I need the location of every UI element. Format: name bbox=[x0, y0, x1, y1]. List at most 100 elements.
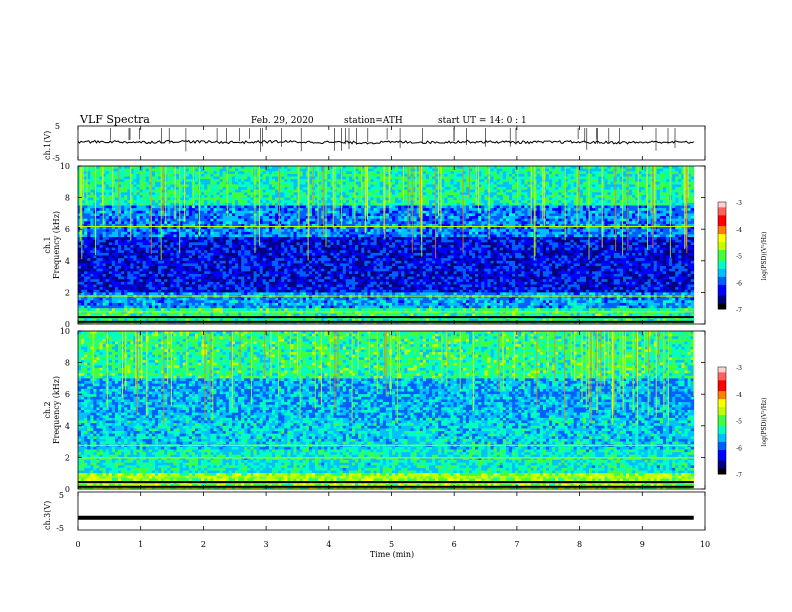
spectrogram-cell bbox=[260, 229, 263, 232]
spectrogram-cell bbox=[497, 166, 500, 169]
spectrogram-cell bbox=[155, 216, 158, 219]
spectrogram-cell bbox=[300, 200, 303, 203]
spectrogram-cell bbox=[84, 213, 87, 216]
spectrogram-cell bbox=[521, 171, 524, 174]
spectrogram-cell bbox=[247, 179, 250, 182]
spectrogram-cell bbox=[343, 198, 346, 201]
spectrogram-cell bbox=[380, 213, 383, 216]
spectrogram-cell bbox=[404, 198, 407, 201]
spectrogram-cell bbox=[454, 198, 457, 201]
spectrogram-cell bbox=[454, 187, 457, 190]
spectrogram-cell bbox=[395, 177, 398, 180]
spectrogram-cell bbox=[223, 206, 226, 209]
spectrogram-cell bbox=[247, 213, 250, 216]
spectrogram-cell bbox=[152, 219, 155, 222]
spectrogram-cell bbox=[281, 171, 284, 174]
spectrogram-cell bbox=[561, 219, 564, 222]
spectrogram-cell bbox=[133, 221, 136, 224]
spectrogram-cell bbox=[549, 195, 552, 198]
spectrogram-cell bbox=[503, 213, 506, 216]
spectrogram-cell bbox=[500, 171, 503, 174]
spectrogram-cell bbox=[527, 213, 530, 216]
spectrogram-cell bbox=[457, 213, 460, 216]
spectrogram-cell bbox=[232, 195, 235, 198]
spectrogram-cell bbox=[629, 203, 632, 206]
spectrogram-cell bbox=[374, 171, 377, 174]
spectrogram-cell bbox=[136, 227, 139, 230]
spectrogram-cell bbox=[272, 200, 275, 203]
spectrogram-cell bbox=[294, 229, 297, 232]
spectrogram-cell bbox=[140, 190, 143, 193]
spectrogram-cell bbox=[121, 169, 124, 172]
spectrogram-cell bbox=[524, 216, 527, 219]
spectrogram-cell bbox=[395, 198, 398, 201]
spectrogram-cell bbox=[133, 219, 136, 222]
spectrogram-cell bbox=[238, 190, 241, 193]
spectrogram-cell bbox=[247, 192, 250, 195]
spectrogram-cell bbox=[207, 184, 210, 187]
spectrogram-cell bbox=[604, 206, 607, 209]
spectrogram-cell bbox=[552, 174, 555, 177]
spectrogram-cell bbox=[84, 208, 87, 211]
spectrogram-cell bbox=[204, 198, 207, 201]
spectrogram-cell bbox=[678, 213, 681, 216]
spectrogram-cell bbox=[558, 187, 561, 190]
spectrogram-cell bbox=[491, 206, 494, 209]
spectrogram-cell bbox=[337, 182, 340, 185]
spectrogram-cell bbox=[207, 179, 210, 182]
spectrogram-cell bbox=[491, 171, 494, 174]
spectrogram-cell bbox=[349, 221, 352, 224]
spectrogram-cell bbox=[272, 182, 275, 185]
spectrogram-cell bbox=[201, 213, 204, 216]
spectrogram-cell bbox=[484, 213, 487, 216]
spectrogram-cell bbox=[441, 187, 444, 190]
spectrogram-cell bbox=[226, 219, 229, 222]
spectrogram-cell bbox=[250, 169, 253, 172]
spectrogram-cell bbox=[521, 229, 524, 232]
spectrogram-cell bbox=[494, 177, 497, 180]
spectrogram-cell bbox=[672, 182, 675, 185]
spectrogram-cell bbox=[392, 200, 395, 203]
spectrogram-cell bbox=[109, 216, 112, 219]
spectrogram-cell bbox=[444, 203, 447, 206]
spectrogram-cell bbox=[389, 229, 392, 232]
spectrogram-cell bbox=[657, 195, 660, 198]
spectrogram-cell bbox=[170, 195, 173, 198]
spectrogram-cell bbox=[186, 190, 189, 193]
spectrogram-cell bbox=[213, 174, 216, 177]
spectrogram-cell bbox=[675, 192, 678, 195]
spectrogram-cell bbox=[115, 171, 118, 174]
spectrogram-cell bbox=[244, 206, 247, 209]
spectrogram-cell bbox=[269, 190, 272, 193]
spectrogram-cell bbox=[648, 200, 651, 203]
spectrogram-cell bbox=[592, 177, 595, 180]
spectrogram-cell bbox=[204, 174, 207, 177]
spectrogram-cell bbox=[472, 200, 475, 203]
spectrogram-cell bbox=[592, 221, 595, 224]
spectrogram-cell bbox=[503, 203, 506, 206]
spectrogram-cell bbox=[327, 213, 330, 216]
spectrogram-cell bbox=[466, 198, 469, 201]
spectrogram-cell bbox=[672, 198, 675, 201]
spectrogram-cell bbox=[506, 195, 509, 198]
spectrogram-cell bbox=[423, 200, 426, 203]
spectrogram-cell bbox=[392, 211, 395, 214]
spectrogram-cell bbox=[281, 166, 284, 169]
spectrogram-cell bbox=[589, 216, 592, 219]
spectrogram-cell bbox=[284, 195, 287, 198]
spectrogram-cell bbox=[632, 179, 635, 182]
spectrogram-cell bbox=[426, 174, 429, 177]
spectrogram-cell bbox=[484, 206, 487, 209]
spectrogram-cell bbox=[466, 211, 469, 214]
spectrogram-cell bbox=[392, 169, 395, 172]
spectrogram-cell bbox=[337, 174, 340, 177]
spectrogram-cell bbox=[466, 227, 469, 230]
spectrogram-cell bbox=[213, 198, 216, 201]
spectrogram-cell bbox=[527, 192, 530, 195]
spectrogram-cell bbox=[374, 166, 377, 169]
spectrogram-cell bbox=[337, 184, 340, 187]
spectrogram-cell bbox=[451, 187, 454, 190]
spectrogram-cell bbox=[509, 208, 512, 211]
spectrogram-cell bbox=[537, 179, 540, 182]
spectrogram-cell bbox=[521, 169, 524, 172]
